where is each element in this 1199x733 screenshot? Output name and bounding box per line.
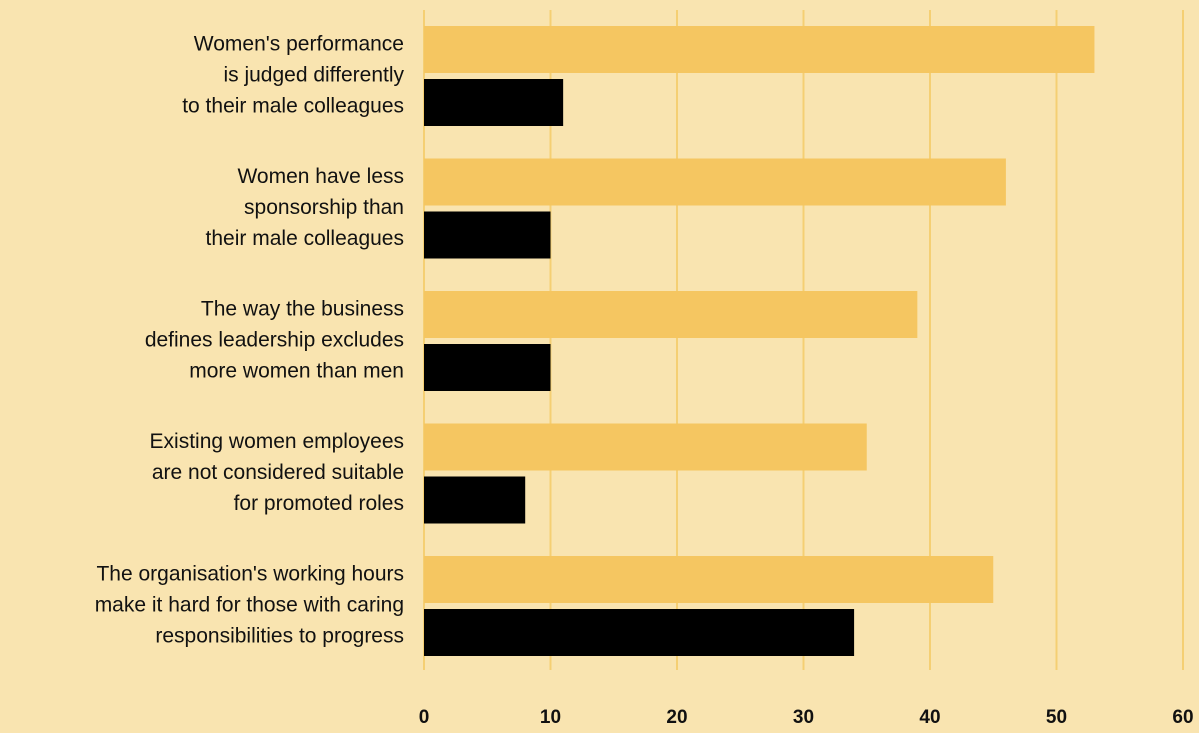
category-label: Women have less: [237, 165, 404, 188]
x-tick-label: 30: [793, 707, 814, 728]
x-tick-label: 60: [1172, 707, 1193, 728]
x-tick-label: 20: [666, 707, 687, 728]
bar: [424, 556, 994, 603]
bar: [424, 26, 1095, 73]
category-label: to their male colleagues: [182, 95, 404, 118]
bar: [424, 79, 564, 126]
category-label: The organisation's working hours: [96, 563, 404, 586]
category-label: for promoted roles: [234, 492, 404, 515]
category-label: is judged differently: [223, 64, 404, 87]
category-label: more women than men: [189, 360, 404, 383]
category-label: make it hard for those with caring: [95, 594, 404, 617]
category-label: responsibilities to progress: [155, 625, 404, 648]
category-label: their male colleagues: [206, 227, 404, 250]
bar: [424, 291, 918, 338]
category-label: The way the business: [201, 298, 404, 321]
bar: [424, 211, 551, 259]
x-tick-label: 50: [1046, 707, 1067, 728]
x-tick-label: 40: [919, 707, 940, 728]
category-label: defines leadership excludes: [145, 329, 404, 352]
bar: [424, 609, 855, 656]
category-label: sponsorship than: [244, 196, 404, 219]
bar: [424, 344, 551, 391]
bar: [424, 476, 526, 524]
x-tick-label: 0: [419, 707, 430, 728]
bar: [424, 158, 1006, 206]
category-label: Existing women employees: [150, 430, 404, 453]
bar: [424, 423, 867, 471]
x-tick-label: 10: [540, 707, 561, 728]
category-label: Women's performance: [194, 33, 404, 56]
category-label: are not considered suitable: [152, 461, 404, 484]
